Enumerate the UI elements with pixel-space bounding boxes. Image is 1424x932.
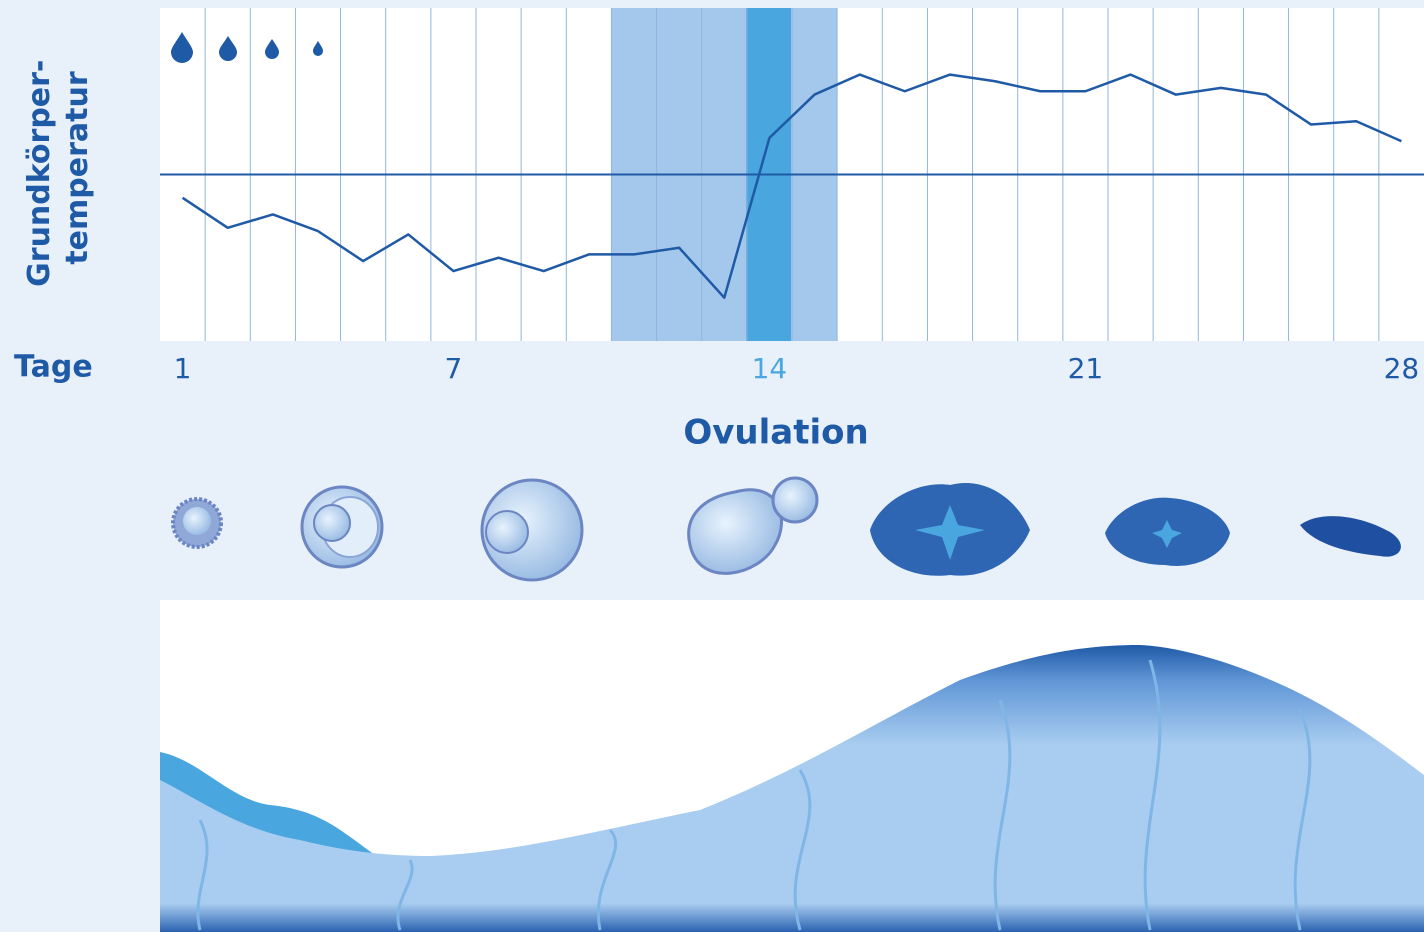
chart-layer: 1 7 14 21 28: [160, 8, 1424, 385]
x-axis-label: Tage: [14, 350, 93, 385]
x-tick-label: 14: [752, 352, 788, 385]
x-tick-label: 28: [1384, 352, 1420, 385]
x-tick-label: 7: [445, 352, 463, 385]
bleeding-drops: [171, 32, 323, 63]
x-tick-label: 1: [174, 352, 192, 385]
y-axis-label-line: temperatur: [60, 71, 95, 265]
endometrium: [160, 645, 1424, 932]
temperature-line: [181, 73, 1402, 299]
x-tick-label: 21: [1068, 352, 1104, 385]
follicle-stages: [171, 476, 1401, 582]
annotation: Ovulation: [683, 413, 868, 453]
y-axis-label: Grundkörper- temperatur: [22, 49, 95, 287]
blood-vessels: [196, 659, 1312, 931]
y-axis-label-line: Grundkörper-: [22, 60, 57, 287]
